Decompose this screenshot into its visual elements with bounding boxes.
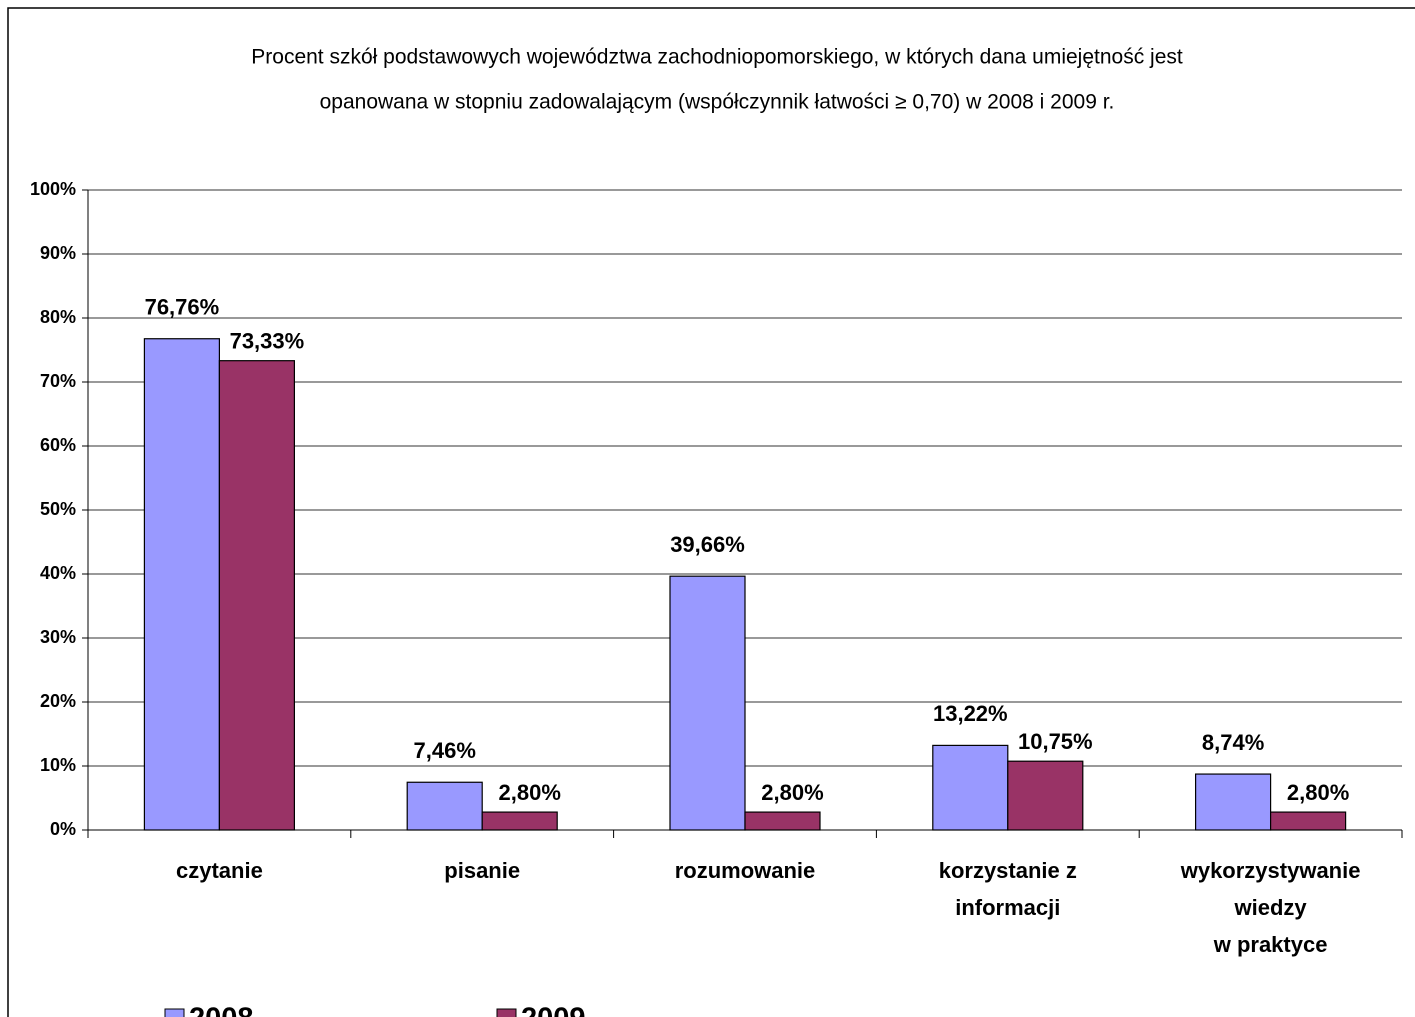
y-tick-label: 100% bbox=[30, 179, 76, 199]
bar bbox=[481, 811, 558, 831]
chart-title: opanowana w stopniu zadowalającym (współ… bbox=[320, 91, 1115, 114]
y-tick-label: 80% bbox=[40, 307, 76, 327]
bar bbox=[1269, 811, 1347, 831]
x-tick-label: wykorzystywanie wiedzy w praktyce bbox=[1180, 858, 1361, 957]
x-tick-label: korzystanie z informacji bbox=[939, 858, 1077, 920]
bar bbox=[932, 744, 1009, 831]
legend-label: 2009 bbox=[521, 1003, 586, 1017]
bar bbox=[218, 360, 295, 831]
value-label: 73,33% bbox=[230, 329, 305, 354]
y-tick-label: 60% bbox=[40, 435, 76, 455]
value-label: 7,46% bbox=[414, 738, 476, 763]
x-tick-label: pisanie bbox=[444, 858, 520, 883]
value-label: 2,80% bbox=[1287, 780, 1349, 805]
y-tick-label: 90% bbox=[40, 243, 76, 263]
value-label: 39,66% bbox=[670, 532, 745, 557]
bar bbox=[744, 811, 821, 831]
y-tick-label: 50% bbox=[40, 499, 76, 519]
legend-label: 2008 bbox=[189, 1003, 254, 1017]
y-tick-label: 20% bbox=[40, 691, 76, 711]
bar bbox=[143, 338, 220, 831]
chart-frame bbox=[7, 7, 1415, 1017]
value-label: 10,75% bbox=[1018, 729, 1093, 754]
y-tick-label: 70% bbox=[40, 371, 76, 391]
chart-title: Procent szkół podstawowych województwa z… bbox=[251, 46, 1183, 69]
value-label: 13,22% bbox=[933, 701, 1008, 726]
value-label: 8,74% bbox=[1202, 730, 1264, 755]
legend-swatch bbox=[496, 1008, 517, 1017]
bar bbox=[669, 575, 746, 831]
value-label: 2,80% bbox=[761, 780, 823, 805]
bar bbox=[1007, 760, 1084, 831]
bar bbox=[406, 781, 483, 831]
y-tick-label: 0% bbox=[50, 819, 76, 839]
y-tick-label: 30% bbox=[40, 627, 76, 647]
value-label: 2,80% bbox=[499, 780, 561, 805]
value-label: 76,76% bbox=[145, 295, 220, 320]
y-tick-label: 10% bbox=[40, 755, 76, 775]
x-tick-label: rozumowanie bbox=[675, 858, 816, 883]
y-tick-label: 40% bbox=[40, 563, 76, 583]
bar bbox=[1194, 773, 1272, 831]
legend-swatch bbox=[164, 1008, 185, 1017]
x-tick-label: czytanie bbox=[176, 858, 263, 883]
